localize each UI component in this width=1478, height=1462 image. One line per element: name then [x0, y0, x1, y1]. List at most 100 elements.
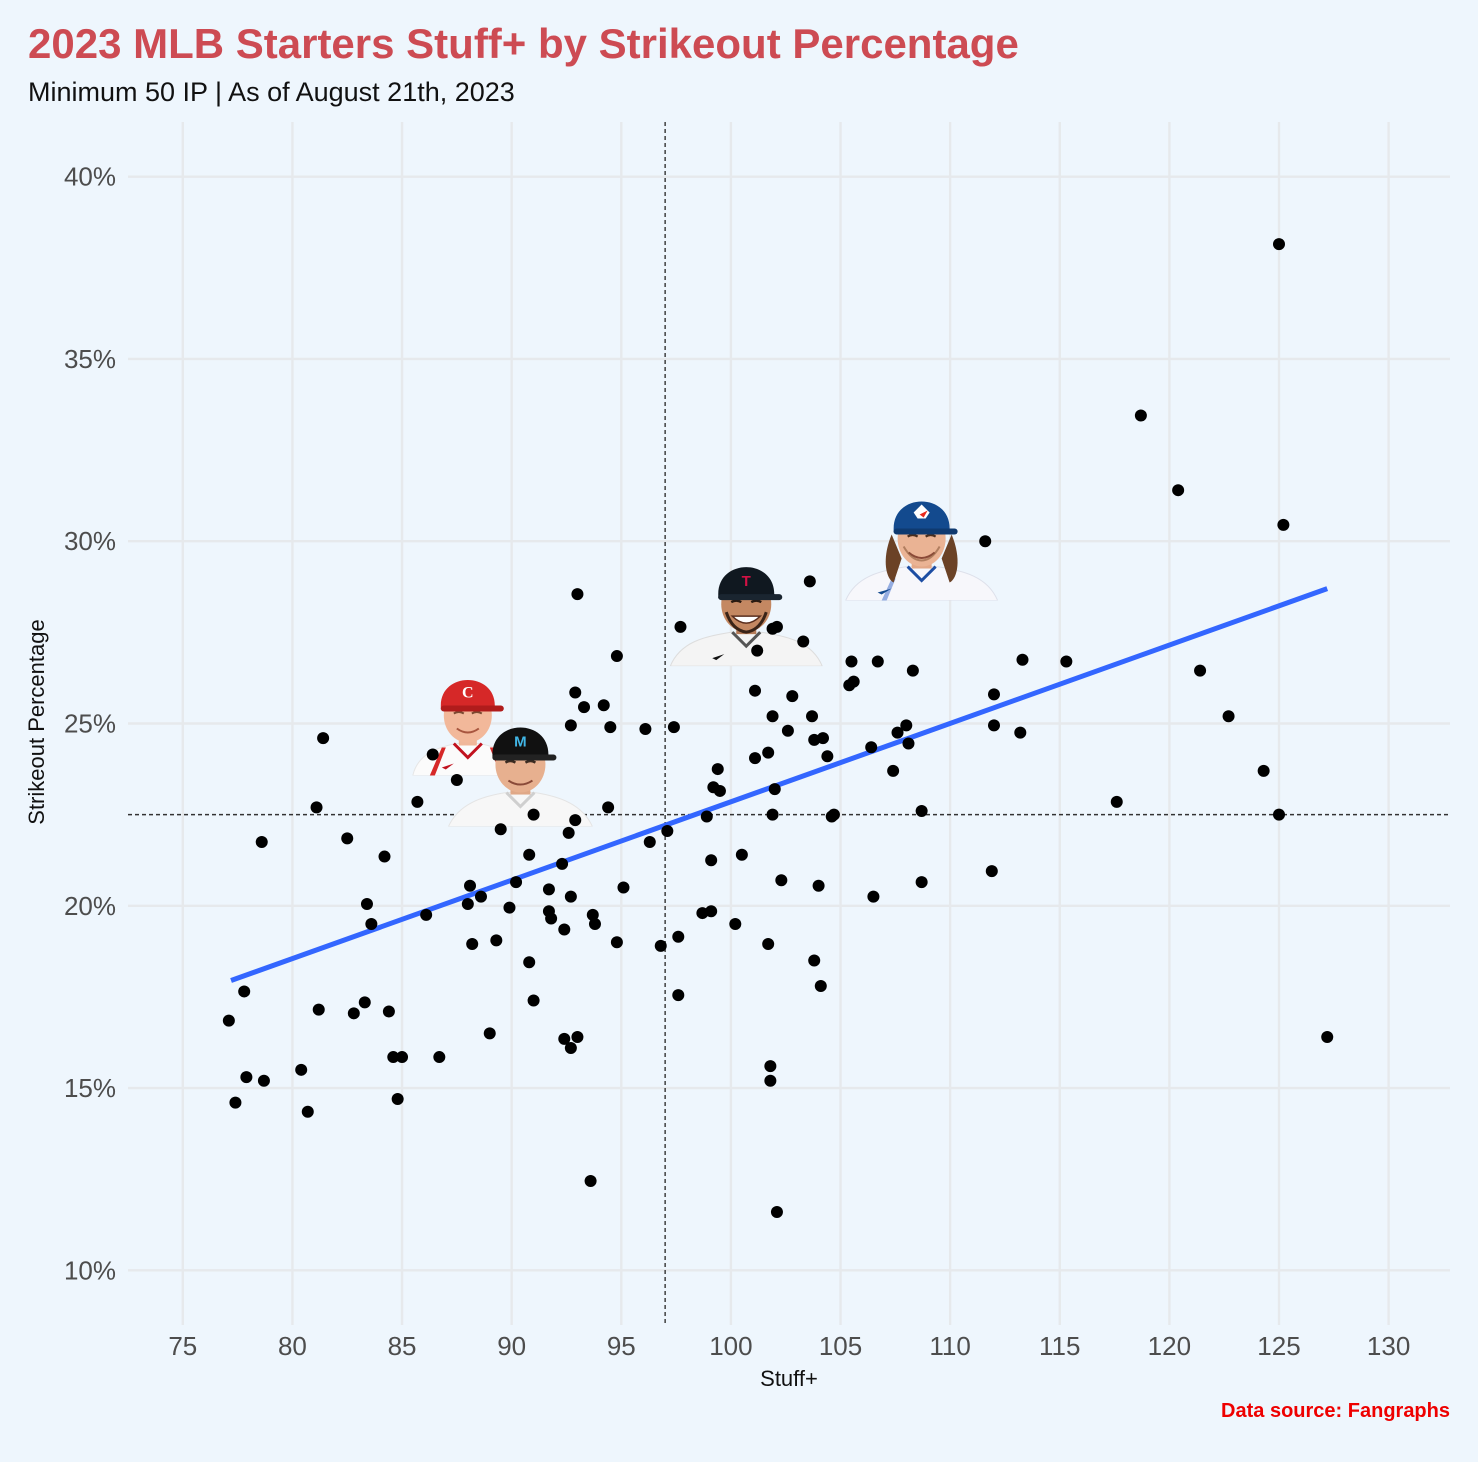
data-point — [749, 684, 762, 697]
data-point — [1272, 238, 1285, 251]
y-tick-label: 35% — [64, 344, 116, 374]
trend-line-segment — [230, 586, 1329, 983]
x-tick-label: 100 — [709, 1331, 752, 1361]
data-point — [450, 774, 463, 787]
data-point — [240, 1071, 253, 1084]
data-point — [558, 923, 571, 936]
data-point — [1016, 653, 1029, 666]
data-point — [562, 826, 575, 839]
data-point — [808, 954, 821, 967]
data-point — [915, 876, 928, 889]
data-point — [426, 748, 439, 761]
svg-text:T: T — [742, 573, 751, 590]
data-point — [987, 688, 1000, 701]
data-point — [597, 699, 610, 712]
data-point — [312, 1003, 325, 1016]
data-point — [564, 890, 577, 903]
data-point — [775, 874, 788, 887]
y-axis-label: Strikeout Percentage — [24, 619, 49, 824]
twins-player-photo: T — [669, 567, 823, 667]
data-point — [770, 1205, 783, 1218]
data-point — [602, 801, 615, 814]
data-point — [806, 710, 819, 723]
data-point — [871, 655, 884, 668]
data-point — [569, 686, 582, 699]
grid — [128, 122, 1450, 1325]
x-tick-label: 125 — [1257, 1331, 1300, 1361]
x-tick-label: 115 — [1039, 1331, 1080, 1361]
data-point — [1257, 764, 1270, 777]
x-tick-label: 95 — [607, 1331, 636, 1361]
data-point — [527, 808, 540, 821]
x-tick-label: 105 — [819, 1331, 862, 1361]
data-point — [1272, 808, 1285, 821]
data-point — [749, 752, 762, 765]
data-point — [558, 1032, 571, 1045]
data-point — [586, 908, 599, 921]
data-point — [1172, 484, 1185, 497]
x-tick-label: 85 — [388, 1331, 417, 1361]
data-point — [902, 737, 915, 750]
chart-title: 2023 MLB Starters Stuff+ by Strikeout Pe… — [28, 20, 1019, 67]
data-point — [843, 679, 856, 692]
data-point — [564, 719, 577, 732]
data-point — [569, 814, 582, 827]
data-point — [867, 890, 880, 903]
data-point — [461, 897, 474, 910]
data-point — [1277, 518, 1290, 531]
data-point — [542, 905, 555, 918]
data-point — [816, 732, 829, 745]
data-point — [523, 956, 536, 969]
data-point — [490, 934, 503, 947]
x-tick-label: 90 — [497, 1331, 526, 1361]
data-point — [672, 989, 685, 1002]
y-tick-label: 25% — [64, 709, 116, 739]
data-point — [661, 825, 674, 838]
y-tick-label: 20% — [64, 891, 116, 921]
data-point — [387, 1051, 400, 1064]
data-point — [588, 918, 601, 930]
data-point — [466, 938, 479, 951]
data-point — [391, 1092, 404, 1105]
data-point — [812, 879, 825, 892]
data-point — [845, 655, 858, 668]
data-point — [985, 865, 998, 878]
data-point — [571, 1031, 584, 1044]
data-point — [711, 763, 724, 776]
data-point — [821, 750, 834, 763]
data-point — [378, 850, 391, 863]
y-axis-ticks: 10% 15% 20% 25% 30% 35% 40% — [64, 162, 116, 1286]
data-point — [510, 876, 523, 889]
data-point — [705, 854, 718, 867]
data-point — [700, 810, 713, 823]
data-point — [347, 1007, 360, 1020]
data-point — [255, 835, 268, 848]
y-tick-label: 40% — [64, 162, 116, 192]
data-point — [1194, 664, 1207, 677]
data-point — [766, 808, 779, 821]
data-point — [483, 1027, 496, 1040]
data-point — [295, 1063, 308, 1076]
data-point — [987, 719, 1000, 732]
data-point — [1060, 655, 1073, 668]
data-points — [222, 238, 1334, 1218]
y-tick-label: 15% — [64, 1073, 116, 1103]
data-point — [301, 1105, 314, 1118]
data-point — [906, 664, 919, 677]
data-point — [503, 901, 516, 914]
data-point — [310, 801, 323, 814]
data-point — [584, 1175, 597, 1188]
data-point — [1134, 409, 1147, 422]
data-point — [764, 1074, 777, 1087]
y-tick-label: 10% — [64, 1255, 116, 1285]
data-point — [762, 938, 775, 951]
data-point — [556, 857, 569, 870]
data-point — [578, 701, 591, 714]
data-point — [617, 881, 630, 894]
data-point — [542, 883, 555, 896]
data-point — [865, 741, 878, 754]
data-point — [803, 575, 816, 588]
x-tick-label: 130 — [1367, 1331, 1410, 1361]
data-point — [766, 710, 779, 723]
